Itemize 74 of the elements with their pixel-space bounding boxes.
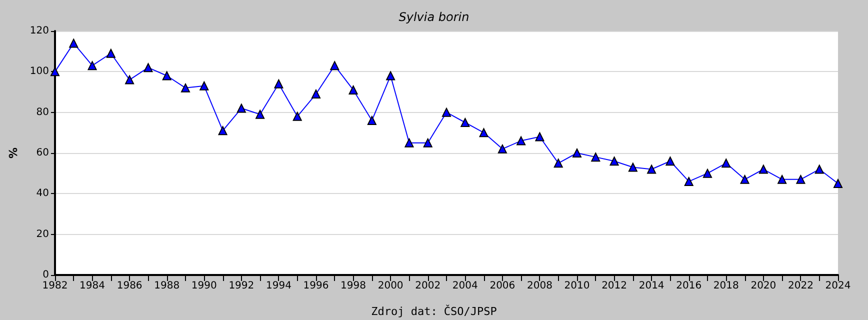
point: [69, 38, 78, 48]
point: [106, 48, 116, 58]
point: [386, 71, 396, 80]
x-tick-label: 2016: [676, 280, 702, 292]
x-tick-label: 1984: [80, 280, 105, 292]
point: [498, 144, 507, 154]
point: [423, 138, 432, 148]
x-tick-label: 1982: [42, 280, 68, 292]
point: [144, 63, 153, 72]
point: [236, 104, 246, 113]
point: [479, 128, 488, 138]
point: [535, 132, 544, 142]
x-tick-label: 2018: [713, 280, 739, 292]
point: [162, 71, 172, 80]
point: [796, 174, 806, 184]
x-tick-label: 2020: [750, 280, 776, 292]
x-tick-label: 2024: [825, 280, 851, 292]
point: [722, 158, 731, 168]
point: [367, 116, 376, 125]
point: [834, 179, 842, 188]
point: [404, 138, 414, 148]
y-tick-label: 60: [36, 148, 49, 158]
y-axis-title: %: [7, 147, 20, 159]
point: [628, 162, 638, 172]
point: [180, 83, 190, 92]
point: [330, 61, 340, 70]
y-tick-label: 100: [30, 66, 49, 78]
x-tick-label: 2004: [452, 280, 478, 292]
y-tick-label: 20: [36, 228, 49, 240]
point: [460, 118, 470, 127]
point: [740, 174, 750, 184]
x-tick-label: 1986: [116, 280, 142, 292]
x-tick-label: 2022: [788, 280, 814, 292]
x-tick-label: 2012: [602, 280, 628, 292]
x-tick-label: 1996: [303, 280, 329, 292]
point: [88, 61, 97, 70]
point: [684, 176, 694, 186]
point: [610, 156, 619, 166]
point: [572, 148, 582, 158]
y-tick-label: 80: [36, 106, 49, 118]
text: Zdroj dat: ČSO/JPSP: [371, 304, 498, 318]
x-tick-label: 1992: [228, 280, 254, 292]
point: [256, 110, 265, 119]
x-tick-label: 2006: [490, 280, 516, 292]
point: [442, 108, 451, 117]
point: [348, 85, 358, 94]
point: [666, 156, 675, 166]
point: [200, 81, 209, 90]
point: [758, 164, 768, 174]
x-tick-label: 2010: [564, 280, 590, 292]
point: [125, 75, 134, 84]
point: [703, 168, 712, 178]
point: [778, 174, 787, 184]
y-tick-label: 40: [36, 188, 49, 200]
x-tick-label: 1988: [154, 280, 180, 292]
y-tick-label: 0: [42, 270, 49, 280]
x-tick-label: 2000: [378, 280, 404, 292]
chart-title: Sylvia borin: [398, 10, 470, 24]
x-tick-label: 1990: [191, 280, 217, 292]
x-tick-label: 1998: [340, 280, 366, 292]
x-tick-label: 2002: [415, 280, 441, 292]
point: [274, 79, 284, 88]
point: [218, 126, 228, 136]
point: [554, 158, 563, 168]
point: [647, 164, 656, 174]
x-tick-label: 2008: [526, 280, 552, 292]
point: [292, 112, 302, 121]
x-tick-label: 1994: [266, 280, 292, 292]
y-tick-label: 120: [30, 26, 49, 36]
point: [311, 90, 320, 99]
point: [591, 152, 600, 162]
x-tick-label: 2014: [638, 280, 664, 292]
point: [516, 136, 526, 146]
point: [814, 164, 824, 174]
